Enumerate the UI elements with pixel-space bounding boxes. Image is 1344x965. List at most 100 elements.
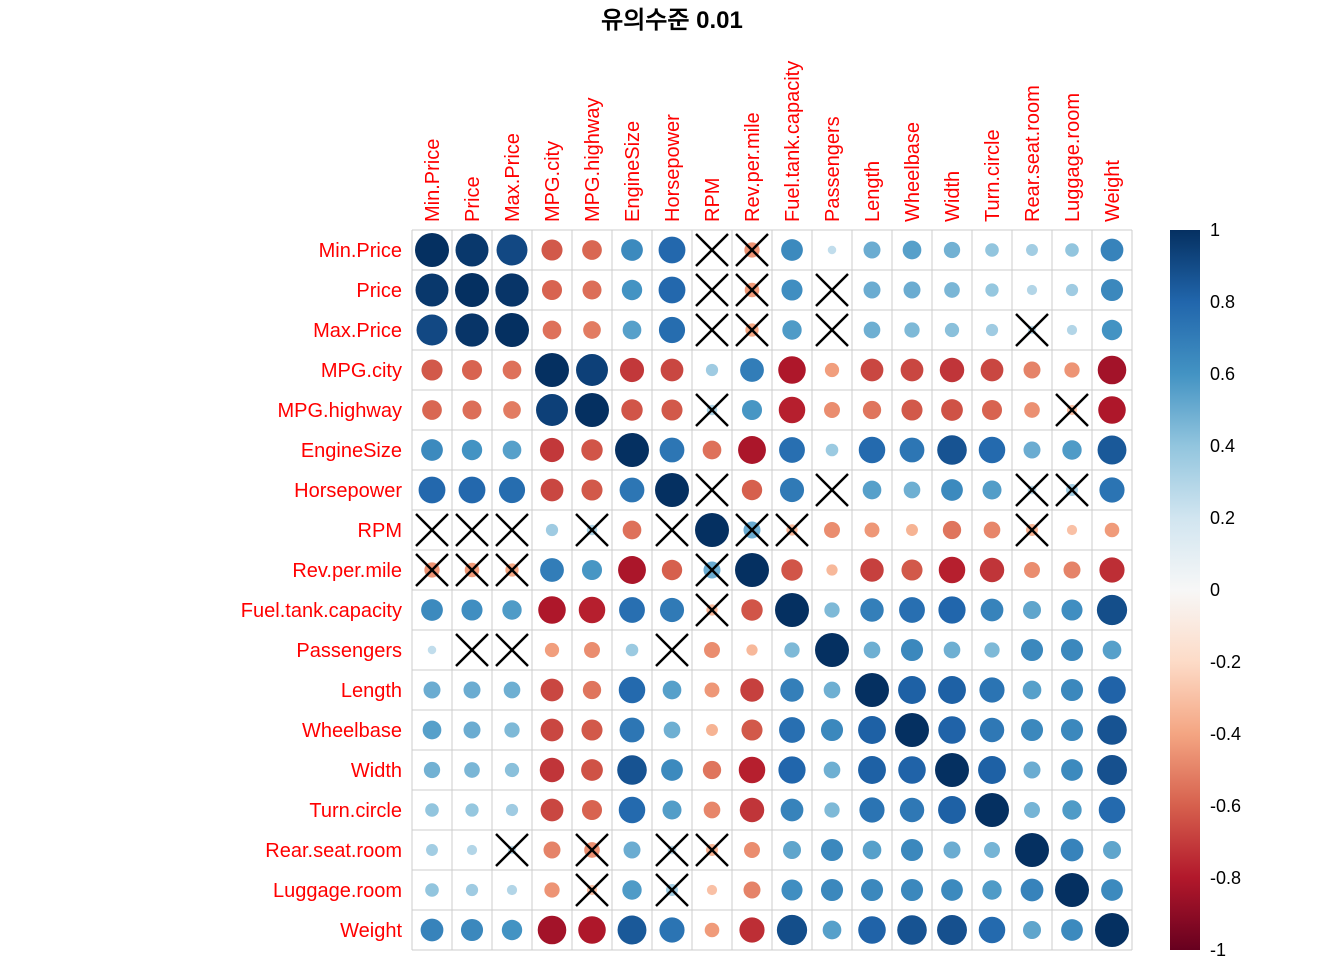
corr-cell [945, 323, 959, 337]
corr-cell [746, 644, 757, 655]
corr-cell [464, 762, 480, 778]
corr-cell [541, 679, 564, 702]
corr-cell [1064, 562, 1081, 579]
legend-tick-label: -0.4 [1210, 724, 1241, 744]
corr-cell [901, 639, 923, 661]
row-label: Price [356, 280, 402, 302]
corr-cell [538, 916, 567, 945]
corr-cell [779, 397, 806, 424]
corr-cell [545, 643, 559, 657]
corr-cell [864, 282, 881, 299]
corr-cell [824, 522, 840, 538]
corr-cell [504, 682, 521, 699]
corr-cell [941, 399, 963, 421]
corr-cell [575, 393, 609, 427]
corr-cell [1024, 402, 1040, 418]
corr-cell [1015, 833, 1049, 867]
corr-cell [507, 885, 517, 895]
corr-cell [417, 315, 448, 346]
corr-cell [661, 759, 683, 781]
corr-cell [1099, 477, 1124, 502]
corr-cell [456, 234, 489, 267]
legend-tick-label: -1 [1210, 940, 1226, 960]
corr-cell [1066, 284, 1078, 296]
corr-cell [982, 480, 1001, 499]
corr-cell [541, 239, 562, 260]
col-label: Rear.seat.room [1022, 85, 1044, 222]
corr-cell [901, 359, 924, 382]
corr-cell [459, 477, 486, 504]
corr-cell [781, 239, 803, 261]
corr-cell [982, 880, 1001, 899]
corr-cell [706, 364, 718, 376]
corr-cell [703, 441, 722, 460]
corr-cell [541, 799, 564, 822]
corr-cell [739, 917, 764, 942]
corr-cell [984, 642, 999, 657]
corr-cell [540, 438, 564, 462]
col-label: Price [462, 176, 484, 222]
corr-cell [738, 436, 766, 464]
corr-cell [579, 597, 606, 624]
corr-cell [1098, 436, 1127, 465]
corr-cell [617, 755, 647, 785]
corr-cell [540, 758, 564, 782]
corr-cell [937, 435, 967, 465]
row-label: Width [351, 760, 402, 782]
corr-cell [906, 524, 918, 536]
corr-cell [986, 324, 998, 336]
corr-cell [826, 444, 839, 457]
corr-cell [1021, 639, 1043, 661]
corr-cell [1067, 525, 1077, 535]
corr-cell [621, 239, 643, 261]
corr-cell [1021, 879, 1044, 902]
corr-cell [900, 438, 925, 463]
corr-cell [462, 440, 482, 460]
corr-cell [424, 762, 440, 778]
corr-cell [901, 839, 923, 861]
corr-cell [899, 597, 925, 623]
corr-cell [824, 682, 841, 699]
corr-cell [1099, 797, 1126, 824]
corr-cell [815, 633, 849, 667]
corr-cell [544, 842, 561, 859]
corr-cell [739, 757, 766, 784]
corr-cell [706, 724, 718, 736]
corr-cell [823, 921, 842, 940]
corr-cell [741, 719, 762, 740]
corr-cell [985, 243, 999, 257]
corr-cell [903, 241, 922, 260]
corr-cell [941, 879, 963, 901]
corr-cell [1061, 759, 1083, 781]
corr-cell [735, 553, 769, 587]
corr-cell [581, 479, 602, 500]
corr-cell [1098, 356, 1127, 385]
corr-cell [904, 482, 921, 499]
corr-cell [1097, 595, 1127, 625]
corr-cell [422, 400, 442, 420]
corr-cell [544, 882, 559, 897]
corr-cell [461, 599, 482, 620]
corr-cell [619, 677, 646, 704]
row-label: Length [341, 680, 402, 702]
corr-cell [781, 279, 802, 300]
corr-cell [663, 681, 682, 700]
corr-cell [859, 797, 884, 822]
corr-cell [863, 841, 882, 860]
col-label: Length [862, 161, 884, 222]
col-label: Rev.per.mile [742, 112, 764, 222]
corr-cell [901, 879, 923, 901]
corr-cell [421, 359, 442, 380]
corr-cell [499, 477, 525, 503]
legend-colorbar [1170, 230, 1200, 950]
corr-cell [824, 802, 839, 817]
corr-cell [781, 799, 804, 822]
corr-cell [428, 646, 437, 655]
row-label: Passengers [296, 640, 402, 662]
corr-cell [984, 522, 1001, 539]
corr-cell [576, 354, 608, 386]
corr-cell [826, 564, 837, 575]
corr-cell [695, 513, 729, 547]
row-label: Rev.per.mile [292, 560, 402, 582]
col-label: Horsepower [662, 114, 684, 222]
